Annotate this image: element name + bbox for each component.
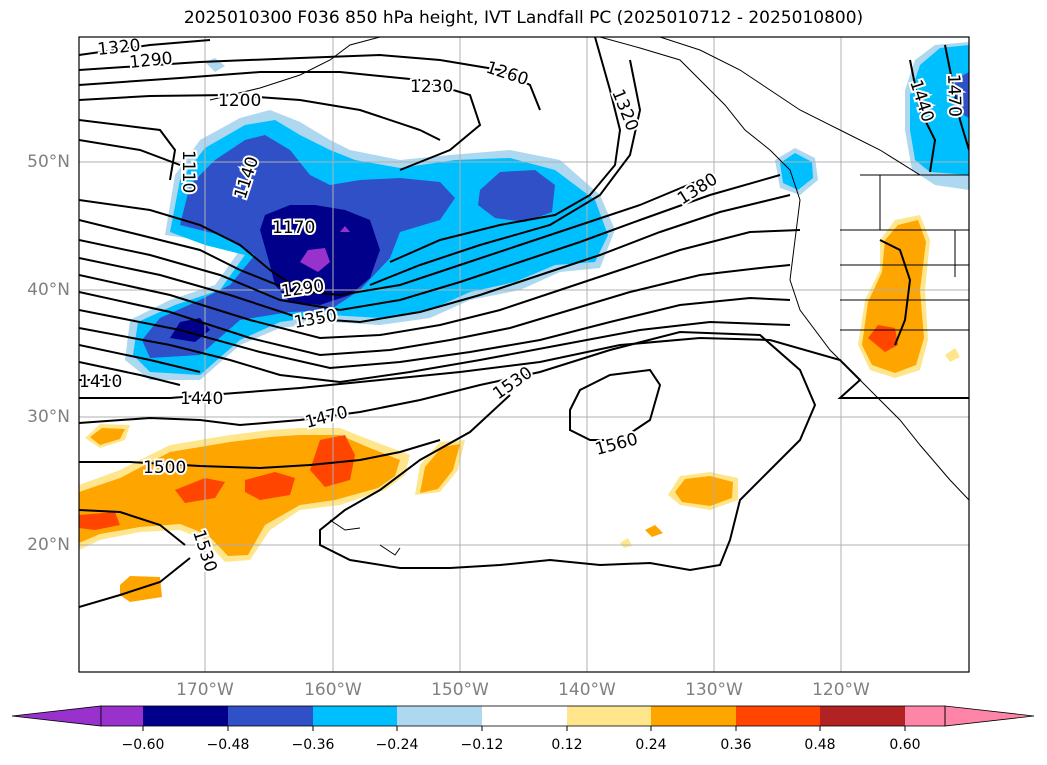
contour-label: 1170 xyxy=(272,218,315,238)
colorbar-bin xyxy=(736,706,820,726)
colorbar-bin xyxy=(567,706,651,726)
colorbar-tick-label: 0.24 xyxy=(635,737,667,753)
colorbar-tick-label: −0.12 xyxy=(460,737,504,753)
colorbar-tick-label: 0.60 xyxy=(889,737,921,753)
height-contours xyxy=(79,37,969,608)
colorbar xyxy=(11,705,1035,731)
positive-ivt-shading xyxy=(79,215,960,602)
colorbar-tick-label: −0.36 xyxy=(291,737,335,753)
lon-label: 130°W xyxy=(685,680,743,700)
contour-label: 1410 xyxy=(79,372,122,392)
contour-label: 1200 xyxy=(218,91,261,111)
colorbar-tick-label: 0.36 xyxy=(720,737,752,753)
map-title: 2025010300 F036 850 hPa height, IVT Land… xyxy=(183,8,864,28)
colorbar-bin xyxy=(313,706,397,726)
lat-label: 40°N xyxy=(27,280,70,300)
lon-label: 140°W xyxy=(558,680,616,700)
colorbar-tick-label: 0.12 xyxy=(551,737,583,753)
lon-label: 170°W xyxy=(176,680,234,700)
colorbar-tick-label: −0.24 xyxy=(375,737,419,753)
colorbar-bin xyxy=(228,706,313,726)
contour-label: 1230 xyxy=(410,77,453,97)
colorbar-bin xyxy=(820,706,905,726)
map-frame xyxy=(78,36,970,673)
lat-label: 50°N xyxy=(27,152,70,172)
colorbar-tick-label: −0.48 xyxy=(206,737,250,753)
lon-label: 160°W xyxy=(304,680,362,700)
negative-ivt-shading xyxy=(125,42,969,380)
colorbar-max-extend xyxy=(944,705,1035,727)
lon-label: 120°W xyxy=(812,680,870,700)
colorbar-bin xyxy=(482,706,567,726)
colorbar-bin xyxy=(905,706,945,726)
lat-label: 20°N xyxy=(27,535,70,555)
colorbar-tick-label: −0.60 xyxy=(121,737,165,753)
lon-label: 150°W xyxy=(431,680,489,700)
colorbar-tick-label: 0.48 xyxy=(804,737,836,753)
colorbar-bin xyxy=(397,706,482,726)
coastlines xyxy=(209,37,969,556)
contour-label: 1500 xyxy=(143,458,186,478)
lat-label: 30°N xyxy=(27,407,70,427)
contour-label: 1110 xyxy=(178,150,198,193)
colorbar-bin xyxy=(143,706,228,726)
contour-label: 1470 xyxy=(943,73,964,117)
colorbar-bin xyxy=(651,706,736,726)
contour-label: 1440 xyxy=(180,389,223,409)
colorbar-min-extend xyxy=(11,705,102,727)
